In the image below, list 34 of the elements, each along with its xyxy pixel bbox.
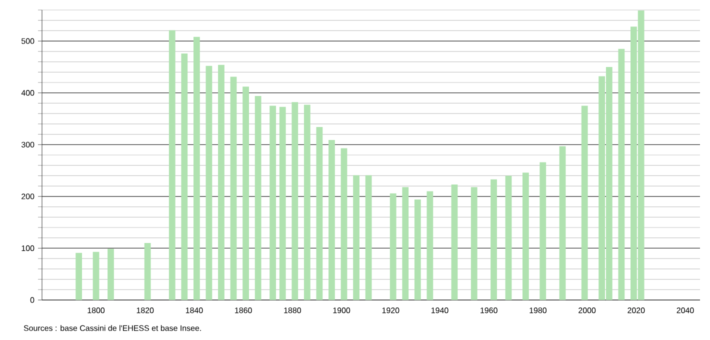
bar (193, 36, 200, 300)
bar (304, 104, 310, 300)
bar (270, 106, 276, 300)
bar (292, 102, 298, 300)
bar (559, 146, 566, 300)
bar (242, 86, 249, 300)
bar (426, 191, 434, 300)
bar (353, 175, 360, 300)
bar (218, 64, 224, 300)
bar (206, 66, 212, 300)
bar (365, 175, 372, 300)
bar (316, 127, 323, 300)
bar (230, 76, 237, 300)
bar (490, 179, 497, 300)
bar (618, 48, 625, 300)
bar (390, 193, 396, 300)
bar (144, 243, 151, 300)
bar (402, 187, 409, 300)
bar (340, 148, 348, 300)
bar (279, 106, 286, 300)
bar (254, 96, 262, 300)
bar (328, 140, 335, 300)
bar (581, 106, 588, 300)
bar (522, 172, 529, 300)
bar (505, 176, 512, 300)
bar (470, 187, 478, 300)
bar (108, 248, 114, 300)
bar (540, 162, 546, 300)
bar (76, 252, 82, 300)
bar (414, 200, 421, 300)
bar (168, 30, 176, 300)
bar (451, 184, 458, 300)
bar (181, 54, 188, 300)
bar (92, 252, 100, 300)
